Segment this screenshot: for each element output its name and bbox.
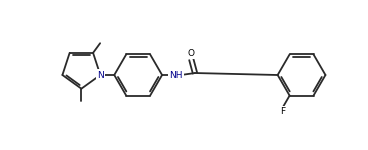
Text: O: O (188, 49, 195, 58)
Text: NH: NH (169, 70, 183, 80)
Text: F: F (280, 107, 286, 116)
Text: N: N (97, 70, 104, 80)
